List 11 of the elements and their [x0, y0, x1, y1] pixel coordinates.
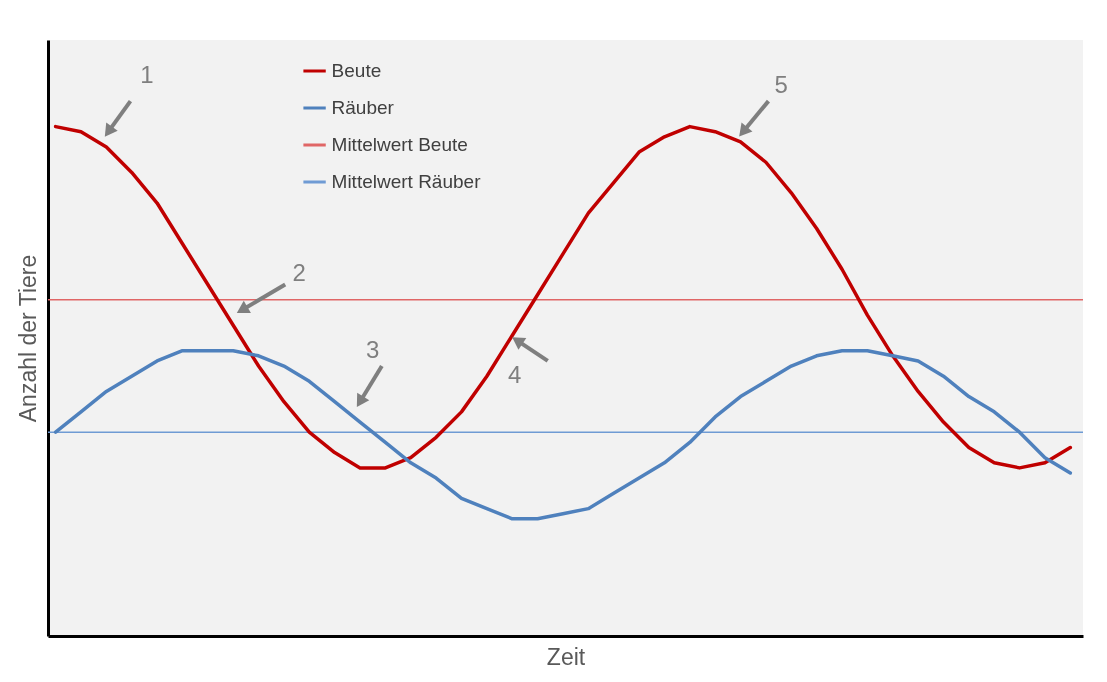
text: 5 — [774, 70, 788, 98]
legend-label: Mittelwert Beute — [331, 134, 468, 155]
annotation: 2 — [292, 259, 306, 287]
legend-label: Mittelwert Räuber — [331, 171, 482, 192]
legend-label: Räuber — [331, 97, 395, 118]
legend-label: Beute — [331, 60, 382, 81]
annotation: 3 — [366, 335, 380, 363]
y-axis-title: Anzahl der Tiere — [14, 254, 41, 423]
annotation: 4 — [508, 361, 522, 389]
x-axis-title: Zeit — [546, 643, 586, 670]
text: 1 — [140, 60, 154, 88]
